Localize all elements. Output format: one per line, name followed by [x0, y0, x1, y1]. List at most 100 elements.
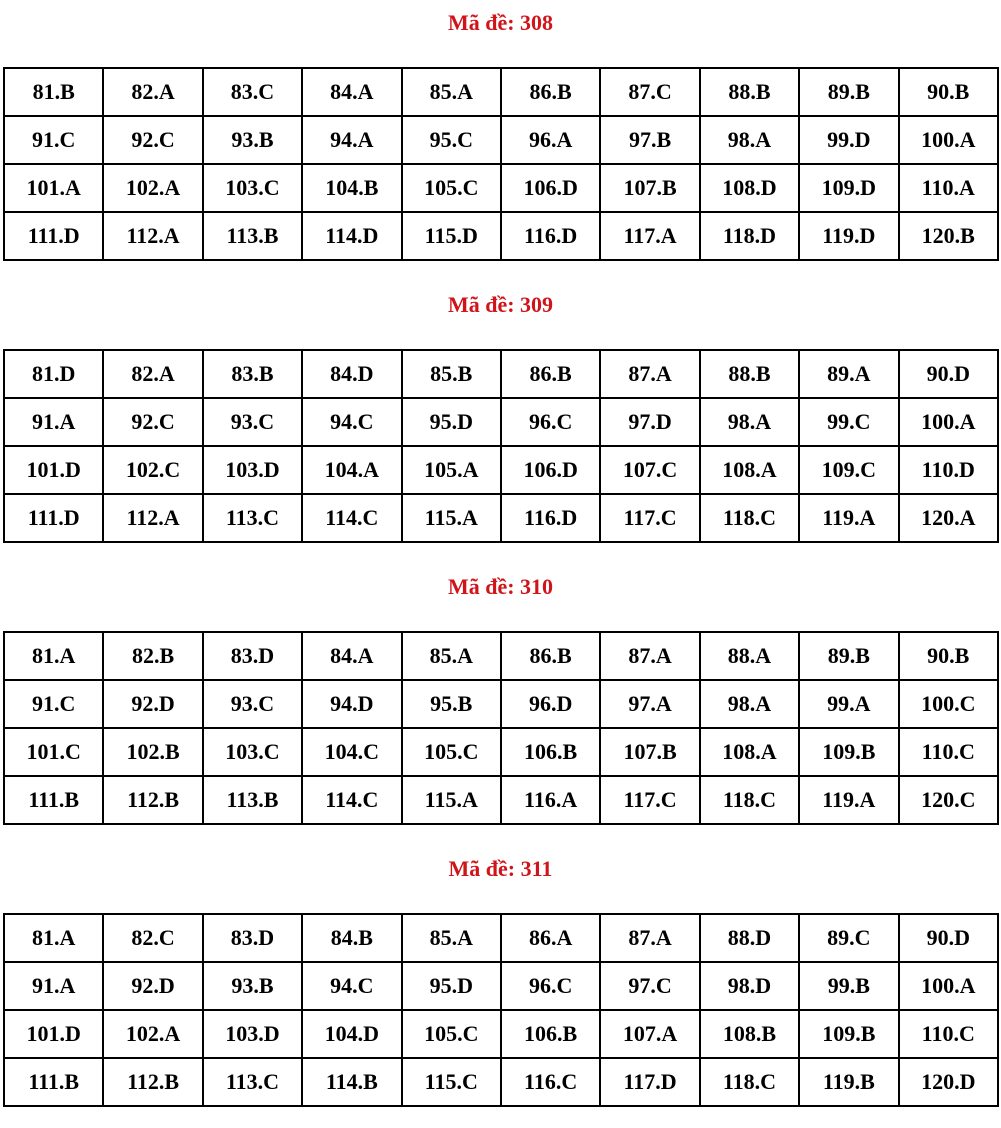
answer-cell: 119.A [798, 493, 900, 543]
answer-cell: 101.C [2, 727, 105, 777]
answer-cell: 93.C [201, 679, 304, 729]
answer-cell: 118.C [698, 1057, 801, 1107]
answer-cell: 102.A [102, 1009, 204, 1059]
answer-cell: 118.C [698, 493, 801, 543]
answer-cell: 107.B [599, 163, 701, 213]
answer-cell: 109.B [798, 727, 900, 777]
answer-cell: 84.A [301, 631, 403, 681]
answer-cell: 105.C [400, 163, 502, 213]
exam-code-section: Mã đề: 310 81.A 82.B 83.D 84.A 85.A 86.B 87.A 88… [0, 564, 1001, 846]
answer-cell: 83.D [201, 631, 304, 681]
answer-cell: 103.D [201, 445, 304, 495]
table-row: 111.B 112.B 113.B 114.C 115.A 116.A 117.C 118.C… [2, 775, 1000, 825]
answer-cell: 82.B [102, 631, 204, 681]
answer-cell: 91.C [2, 115, 105, 165]
table-row: 91.C 92.C 93.B 94.A 95.C 96.A 97.B 98.A 99.D 100.… [2, 115, 1000, 165]
answer-cell: 102.C [102, 445, 204, 495]
answer-cell: 107.A [599, 1009, 701, 1059]
answer-cell: 87.C [599, 67, 701, 117]
answer-cell: 82.A [102, 349, 204, 399]
answer-cell: 81.A [2, 913, 105, 963]
answer-cell: 104.A [301, 445, 403, 495]
answer-cell: 81.D [2, 349, 105, 399]
answer-cell: 118.D [698, 211, 801, 261]
answer-cell: 99.B [798, 961, 900, 1011]
answer-cell: 85.B [400, 349, 502, 399]
answer-cell: 116.C [499, 1057, 602, 1107]
exam-code-title: Mã đề: 308 [447, 10, 554, 35]
answer-cell: 103.C [201, 727, 304, 777]
answer-cell: 81.A [2, 631, 105, 681]
answer-cell: 82.C [102, 913, 204, 963]
answer-cell: 88.A [698, 631, 801, 681]
answer-cell: 99.A [798, 679, 900, 729]
answer-cell: 90.B [897, 67, 1000, 117]
answer-cell: 83.B [201, 349, 304, 399]
answer-cell: 110.A [897, 163, 1000, 213]
answer-cell: 91.A [2, 961, 105, 1011]
answer-cell: 98.D [698, 961, 801, 1011]
answer-cell: 90.D [897, 913, 1000, 963]
answer-cell: 94.A [301, 115, 403, 165]
answer-cell: 86.A [499, 913, 602, 963]
table-row: 101.A 102.A 103.C 104.B 105.C 106.D 107.B 108.D… [2, 163, 1000, 213]
answer-cell: 100.A [897, 961, 1000, 1011]
answer-cell: 114.C [301, 775, 403, 825]
answer-cell: 120.B [897, 211, 1000, 261]
answer-cell: 102.A [102, 163, 204, 213]
table-row: 81.B 82.A 83.C 84.A 85.A 86.B 87.C 88.B 89.B 90.B [2, 67, 1000, 117]
answer-cell: 117.C [599, 493, 701, 543]
answer-cell: 94.D [301, 679, 403, 729]
exam-code-title: Mã đề: 311 [448, 856, 553, 881]
answer-cell: 97.D [599, 397, 701, 447]
answer-cell: 92.D [102, 961, 204, 1011]
answer-cell: 88.B [698, 67, 801, 117]
answer-cell: 110.D [897, 445, 1000, 495]
answer-cell: 120.A [897, 493, 1000, 543]
answer-cell: 81.B [2, 67, 105, 117]
exam-code-section: Mã đề: 311 81.A 82.C 83.D 84.B 85.A 86.A 87.A 88… [0, 846, 1001, 1128]
answer-cell: 105.C [400, 727, 502, 777]
exam-code-section: Mã đề: 309 81.D 82.A 83.B 84.D 85.B 86.B 87.A 88… [0, 282, 1001, 564]
answer-cell: 94.C [301, 961, 403, 1011]
answer-cell: 96.A [499, 115, 602, 165]
answer-cell: 114.C [301, 493, 403, 543]
answer-cell: 106.B [499, 1009, 602, 1059]
answer-cell: 86.B [499, 67, 602, 117]
table-row: 91.A 92.C 93.C 94.C 95.D 96.C 97.D 98.A 99.C 100.… [2, 397, 1000, 447]
answer-cell: 84.A [301, 67, 403, 117]
answer-cell: 89.B [798, 631, 900, 681]
answer-cell: 100.C [897, 679, 1000, 729]
table-row: 81.D 82.A 83.B 84.D 85.B 86.B 87.A 88.B 89.A 90.D [2, 349, 1000, 399]
answer-table: 81.B 82.A 83.C 84.A 85.A 86.B 87.C 88.B 89.B 90.B… [2, 67, 1000, 261]
answer-cell: 93.B [201, 115, 304, 165]
answer-cell: 87.A [599, 349, 701, 399]
answer-cell: 120.C [897, 775, 1000, 825]
answer-cell: 115.A [400, 775, 502, 825]
table-row: 91.A 92.D 93.B 94.C 95.D 96.C 97.C 98.D 99.B 100.… [2, 961, 1000, 1011]
answer-cell: 102.B [102, 727, 204, 777]
answer-cell: 114.D [301, 211, 403, 261]
answer-cell: 95.D [400, 961, 502, 1011]
answer-cell: 99.D [798, 115, 900, 165]
answer-cell: 109.C [798, 445, 900, 495]
answer-cell: 97.A [599, 679, 701, 729]
answer-cell: 117.C [599, 775, 701, 825]
answer-cell: 116.D [499, 493, 602, 543]
answer-cell: 116.A [499, 775, 602, 825]
answer-cell: 108.A [698, 445, 801, 495]
answer-cell: 89.B [798, 67, 900, 117]
answer-cell: 112.A [102, 493, 204, 543]
answer-cell: 113.C [201, 493, 304, 543]
answer-cell: 107.B [599, 727, 701, 777]
table-row: 111.D 112.A 113.B 114.D 115.D 116.D 117.A 118.D… [2, 211, 1000, 261]
answer-cell: 83.C [201, 67, 304, 117]
answer-cell: 108.D [698, 163, 801, 213]
answer-cell: 86.B [499, 349, 602, 399]
answer-cell: 97.C [599, 961, 701, 1011]
answer-cell: 111.D [2, 493, 105, 543]
answer-cell: 115.D [400, 211, 502, 261]
answer-cell: 82.A [102, 67, 204, 117]
answer-cell: 109.B [798, 1009, 900, 1059]
answer-cell: 101.A [2, 163, 105, 213]
